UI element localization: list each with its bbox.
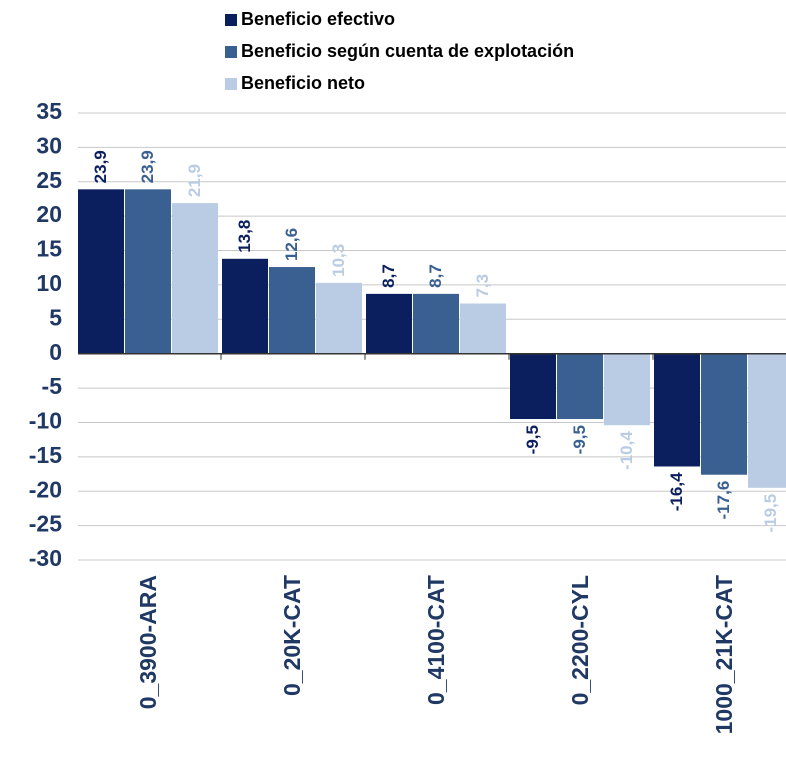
y-tick-label: 25 [36, 167, 62, 193]
bar [222, 258, 268, 354]
bar [604, 353, 650, 426]
value-label: 8,7 [379, 264, 398, 288]
y-tick-label: -25 [29, 511, 62, 537]
bar [125, 189, 171, 354]
x-tick-label: 0_4100-CAT [423, 575, 449, 705]
x-tick-label: 0_20K-CAT [279, 575, 305, 696]
x-tick-label: 0_3900-ARA [135, 575, 161, 709]
y-tick-label: 0 [49, 339, 62, 365]
bar [413, 293, 459, 354]
bar [172, 203, 218, 354]
x-tick-label: 1000_21K-CAT [711, 575, 737, 734]
bar [701, 353, 747, 475]
y-tick-label: 5 [49, 304, 62, 330]
bar [366, 293, 412, 354]
value-label: 23,9 [138, 150, 157, 183]
x-tick-label: 0_2200-CYL [567, 575, 593, 705]
value-label: 13,8 [235, 220, 254, 253]
bar [510, 353, 556, 420]
legend-label: Beneficio neto [241, 73, 365, 93]
y-tick-label: 20 [36, 201, 62, 227]
y-tick-label: 10 [36, 270, 62, 296]
legend-swatch [225, 78, 237, 90]
bar [460, 303, 506, 354]
value-label: 12,6 [282, 228, 301, 261]
y-tick-label: -20 [29, 476, 62, 502]
bar [78, 189, 124, 354]
legend-label: Beneficio efectivo [241, 9, 395, 29]
value-label: -9,5 [523, 425, 542, 454]
y-tick-label: 35 [36, 98, 62, 124]
y-tick-label: -30 [29, 545, 62, 571]
legend-swatch [225, 14, 237, 26]
bar [748, 353, 786, 488]
legend-swatch [225, 46, 237, 58]
bar [654, 353, 700, 467]
value-label: -10,4 [617, 431, 636, 470]
y-tick-label: -10 [29, 408, 62, 434]
legend-label: Beneficio según cuenta de explotación [241, 41, 574, 61]
y-tick-label: 15 [36, 236, 62, 262]
bar [316, 282, 362, 354]
y-tick-label: -15 [29, 442, 62, 468]
bar [269, 267, 315, 354]
value-label: 7,3 [473, 274, 492, 298]
y-tick-label: -5 [42, 373, 63, 399]
value-label: -16,4 [667, 472, 686, 511]
value-label: -9,5 [570, 425, 589, 454]
bar [557, 353, 603, 420]
value-label: 21,9 [185, 164, 204, 197]
y-tick-label: 30 [36, 132, 62, 158]
value-label: 23,9 [91, 150, 110, 183]
value-label: -17,6 [714, 481, 733, 520]
value-label: -19,5 [761, 494, 780, 533]
value-label: 8,7 [426, 264, 445, 288]
value-label: 10,3 [329, 244, 348, 277]
